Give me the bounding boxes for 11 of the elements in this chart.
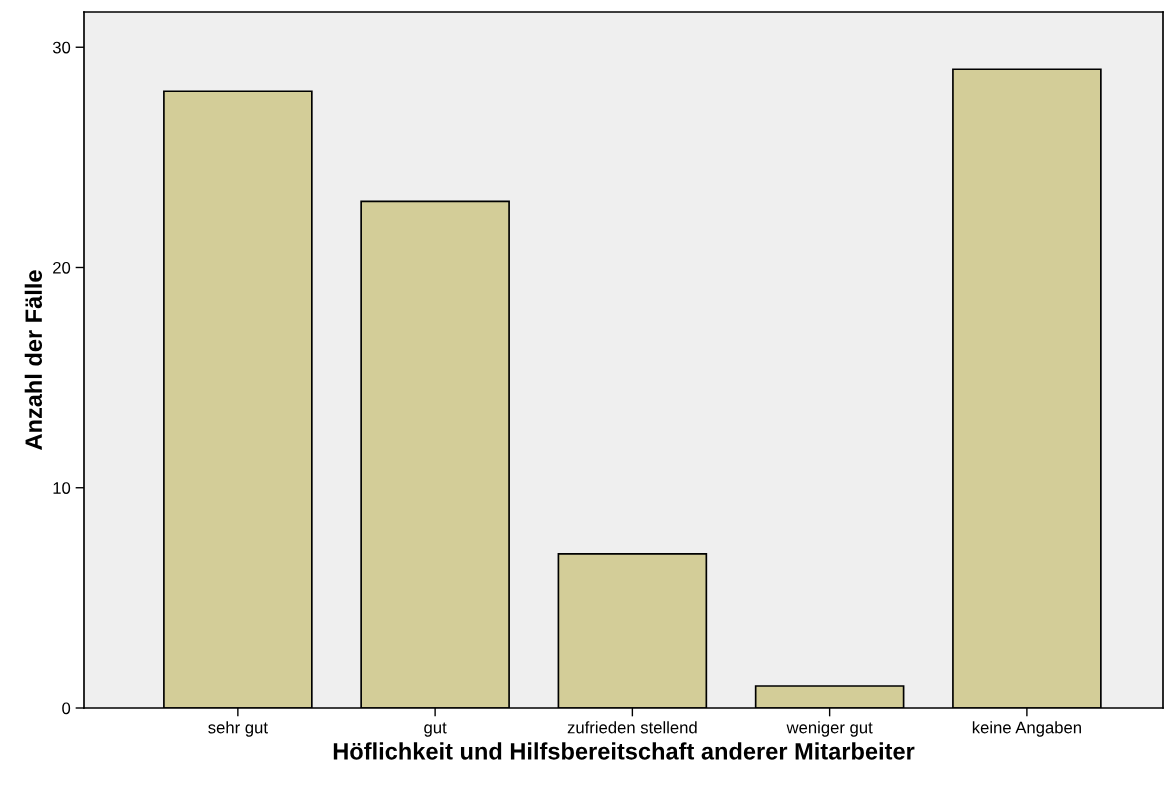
x-tick-label: gut — [424, 722, 447, 737]
x-tick-label: keine Angaben — [972, 721, 1081, 737]
y-axis-title: Anzahl der Fälle — [24, 270, 43, 450]
x-tick-label: sehr gut — [208, 721, 268, 737]
y-tick-label: 20 — [53, 261, 71, 274]
y-tick-label: 30 — [52, 41, 71, 54]
y-tick-label: 0 — [62, 702, 71, 715]
x-axis-title: Höflichkeit und Hilfsbereitschaft anderer Mitarbeiter — [333, 742, 915, 760]
x-tick-label: weniger gut — [786, 721, 873, 737]
y-tick-label: 10 — [53, 482, 71, 494]
x-tick-label: zufrieden stellend — [567, 721, 697, 734]
